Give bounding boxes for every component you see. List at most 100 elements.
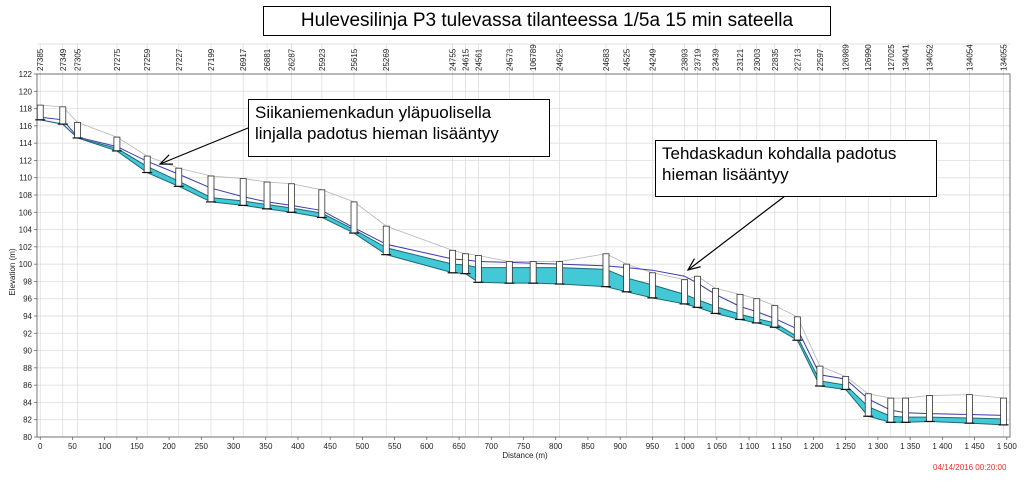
manhole xyxy=(556,261,563,285)
manhole xyxy=(143,155,151,173)
node-label: 24615 xyxy=(462,48,471,71)
node-label: 27385 xyxy=(36,48,45,71)
timestamp: 04/14/2016 00:20:00 xyxy=(933,463,1007,472)
node-labels: 27385 27349 27305 27275 27259 27227 27199 26917… xyxy=(36,44,1008,71)
arrow-tehdaskatu-head xyxy=(686,258,701,271)
x-tick-label: 600 xyxy=(420,442,434,451)
node-label: 134055 xyxy=(1000,44,1009,71)
axes xyxy=(34,73,1011,440)
y-tick-label: 98 xyxy=(23,277,32,286)
y-tick-label: 100 xyxy=(19,260,33,269)
node-label: 23439 xyxy=(712,48,721,71)
tick-labels: 80 82 84 86 88 90 92 94 96 98 100 102 104 106 108 110 11… xyxy=(19,70,1018,451)
x-tick-label: 150 xyxy=(130,442,144,451)
x-tick-label: 350 xyxy=(259,442,273,451)
x-tick-label: 1 150 xyxy=(771,442,792,451)
node-label: 22835 xyxy=(771,48,780,71)
x-tick-label: 1 050 xyxy=(707,442,728,451)
manhole xyxy=(864,393,872,417)
node-label: 134052 xyxy=(925,44,934,71)
manhole xyxy=(623,263,630,293)
manhole xyxy=(887,397,895,423)
water-fill xyxy=(40,119,1004,425)
x-tick-label: 450 xyxy=(324,442,338,451)
arrow-tehdaskatu xyxy=(687,195,786,271)
manhole xyxy=(382,225,390,256)
node-label: 27349 xyxy=(59,48,68,71)
x-tick-label: 250 xyxy=(195,442,209,451)
callout-arrows xyxy=(158,127,786,271)
manhole xyxy=(753,298,761,324)
manhole xyxy=(263,181,271,210)
node-label: 106789 xyxy=(529,44,538,71)
x-tick-label: 1 200 xyxy=(803,442,824,451)
x-tick-label: 1 400 xyxy=(932,442,953,451)
manhole xyxy=(529,261,537,284)
arrow-siikaniemenkatu xyxy=(159,127,249,165)
y-tick-label: 92 xyxy=(23,329,32,338)
y-tick-label: 114 xyxy=(19,139,32,148)
node-label: 24573 xyxy=(505,48,514,71)
node-label: 25923 xyxy=(318,48,327,71)
y-tick-label: 82 xyxy=(23,416,32,425)
x-tick-label: 650 xyxy=(452,442,466,451)
x-tick-label: 1 300 xyxy=(868,442,889,451)
manhole xyxy=(462,253,469,275)
node-label: 24249 xyxy=(648,48,657,71)
node-label: 134041 xyxy=(902,44,911,71)
x-tick-label: 200 xyxy=(162,442,176,451)
y-tick-label: 106 xyxy=(19,208,33,217)
manhole xyxy=(207,175,215,203)
manhole xyxy=(602,253,610,288)
y-tick-label: 94 xyxy=(23,312,32,321)
manhole xyxy=(771,305,779,328)
node-label: 26917 xyxy=(239,48,248,71)
node-label: 27259 xyxy=(143,48,152,71)
node-label: 23719 xyxy=(693,48,702,71)
pipe-water-area xyxy=(40,119,1004,425)
manhole xyxy=(816,365,824,387)
x-tick-label: 0 xyxy=(38,442,43,451)
manhole xyxy=(74,122,81,139)
manhole xyxy=(113,136,121,152)
node-label: 23121 xyxy=(736,48,745,71)
x-tick-label: 400 xyxy=(291,442,305,451)
node-label: 24525 xyxy=(623,48,632,71)
manhole xyxy=(505,261,513,284)
node-label: 23893 xyxy=(681,48,690,71)
x-tick-label: 700 xyxy=(485,442,499,451)
node-label: 24625 xyxy=(556,48,565,71)
node-label: 23003 xyxy=(753,48,762,71)
node-label: 27199 xyxy=(207,48,216,71)
x-tick-label: 1 000 xyxy=(675,442,696,451)
manhole xyxy=(59,106,67,125)
node-label: 27227 xyxy=(175,48,184,71)
node-label: 127025 xyxy=(887,44,896,71)
node-label: 22597 xyxy=(816,48,825,71)
y-tick-label: 102 xyxy=(19,243,33,252)
x-tick-label: 550 xyxy=(388,442,402,451)
x-tick-label: 1 500 xyxy=(997,442,1018,451)
manhole xyxy=(712,287,719,314)
x-tick-label: 900 xyxy=(613,442,627,451)
manhole xyxy=(36,104,44,121)
manhole xyxy=(694,275,701,308)
manhole xyxy=(239,178,247,206)
x-tick-label: 850 xyxy=(581,442,595,451)
node-label: 26287 xyxy=(288,48,297,71)
y-tick-label: 118 xyxy=(19,105,32,114)
node-label: 27305 xyxy=(74,48,83,71)
node-label: 25615 xyxy=(350,48,359,71)
chart-title: Hulevesilinja P3 tulevassa tilanteessa 1… xyxy=(263,6,831,36)
manhole xyxy=(1000,397,1007,426)
x-tick-label: 1 100 xyxy=(739,442,760,451)
callout-tehdaskatu: Tehdaskadun kohdalla padotus hieman lisä… xyxy=(655,140,937,197)
y-tick-label: 122 xyxy=(19,70,33,79)
node-label: 134054 xyxy=(965,44,974,71)
manhole xyxy=(350,201,358,234)
x-tick-label: 800 xyxy=(549,442,563,451)
manhole xyxy=(648,272,656,299)
x-axis-label: Distance (m) xyxy=(502,451,548,460)
manhole xyxy=(175,167,183,187)
